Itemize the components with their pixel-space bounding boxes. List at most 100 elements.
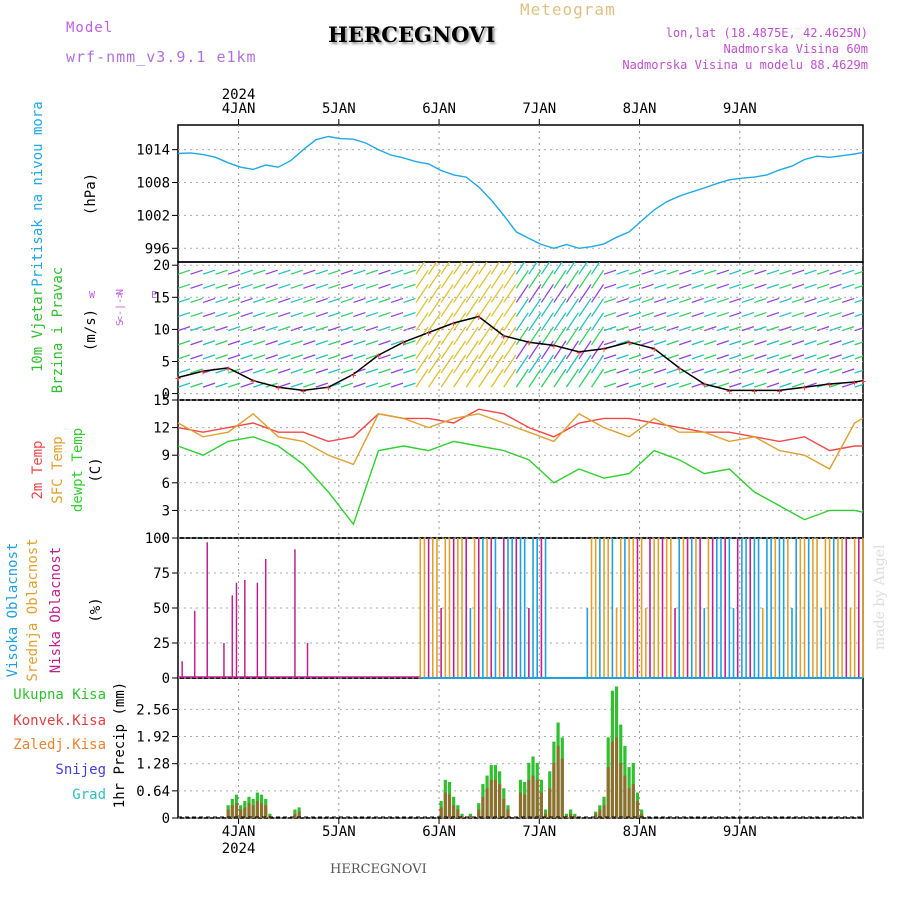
precip-conv-bar: [598, 809, 602, 818]
wind-barb: [403, 311, 416, 318]
wind-barb: [791, 297, 805, 304]
wind-barb: [340, 382, 354, 388]
wind-barb: [565, 269, 579, 289]
temp-unit: (C): [88, 457, 104, 482]
wind-barb: [365, 354, 379, 360]
wind-barb: [440, 354, 454, 374]
wind-barb: [365, 368, 379, 374]
wind-barb: [390, 283, 404, 289]
wind-barb: [779, 382, 792, 388]
wind-barb: [641, 297, 654, 304]
wind-gust-mark: +: [852, 378, 858, 389]
wind-barb: [565, 284, 579, 303]
wind-barb: [704, 340, 717, 346]
wind-barb: [528, 312, 542, 332]
temp-ylabel-2m: 2m Temp: [30, 440, 46, 499]
wind-barb: [403, 326, 416, 332]
wind-barb: [365, 311, 379, 318]
compass-e: E: [151, 290, 157, 301]
precip-conv-bar: [602, 805, 606, 818]
wind-barb: [252, 368, 266, 374]
wind-barb: [766, 311, 780, 318]
wind-barb: [590, 326, 605, 346]
wind-barb: [666, 311, 679, 318]
precip-conv-bar: [506, 809, 510, 818]
wind-barb: [278, 297, 291, 304]
wind-barb: [691, 326, 704, 332]
wind-barb: [641, 311, 654, 318]
cloud-unit: (%): [88, 597, 104, 622]
wind-barb: [390, 269, 404, 275]
wind-gust-mark: +: [275, 383, 281, 394]
wind-barb: [565, 312, 579, 332]
wind-barb: [303, 311, 316, 318]
wind-barb: [465, 269, 479, 289]
wind-barb: [378, 354, 391, 360]
precip-conv-bar: [523, 794, 527, 818]
wind-barb: [691, 297, 704, 304]
wind-barb: [240, 354, 253, 360]
wind-barb: [679, 269, 692, 275]
wind-barb: [515, 262, 526, 275]
wind-barb: [378, 326, 391, 332]
wind-barb: [290, 354, 303, 360]
wind-barb: [641, 354, 654, 360]
wind-barb: [553, 262, 563, 275]
wind-barb: [365, 326, 379, 332]
wind-barb: [265, 297, 278, 304]
wind-barb: [353, 297, 366, 304]
wind-barb: [202, 340, 216, 346]
wind-barb: [328, 368, 341, 374]
precip-conv-bar: [543, 813, 548, 818]
wind-barb: [265, 311, 278, 318]
wind-barb: [390, 382, 404, 388]
wind-barb: [628, 326, 642, 332]
wind-barb: [679, 354, 692, 360]
wind-barb: [190, 340, 203, 346]
x-tick-top-label: 5JAN: [322, 101, 356, 117]
wind-barb: [754, 311, 767, 318]
wind-barb: [666, 269, 679, 275]
compass-s: S: [115, 320, 126, 326]
cloud-ylabel-high: Visoka Oblacnost: [5, 543, 21, 678]
wind-barb: [791, 269, 805, 275]
wind-barb: [428, 368, 442, 388]
wind-barb: [315, 368, 329, 374]
wind-gust-mark: +: [426, 329, 432, 340]
wind-barb: [465, 312, 479, 332]
wind-barb: [215, 269, 228, 275]
wind-barb: [365, 269, 379, 275]
wind-barb: [653, 326, 667, 332]
wind-barb: [390, 340, 404, 346]
wind-barb: [754, 269, 767, 275]
wind-barb: [841, 354, 855, 360]
wind-barb: [190, 382, 203, 388]
wind-barb: [691, 354, 704, 360]
precip-conv-bar: [535, 779, 539, 818]
x-tick-bottom-label: 7JAN: [522, 824, 556, 840]
wind-barb: [603, 326, 617, 332]
wind-barb: [829, 354, 842, 360]
wind-barb: [403, 269, 416, 275]
wind-barb: [804, 354, 817, 360]
wind-barb: [691, 382, 704, 388]
wind-barb: [754, 297, 767, 304]
wind-barb: [328, 283, 341, 289]
wind-barb: [365, 283, 379, 289]
wind-barb: [478, 298, 492, 317]
precip-conv-bar: [552, 762, 556, 818]
wind-gust-mark: +: [526, 338, 532, 349]
wind-barb: [553, 340, 567, 360]
wind-barb: [215, 382, 228, 388]
wind-barb: [353, 269, 366, 275]
wind-barb: [190, 269, 203, 275]
pressure-tick-label: 1014: [136, 143, 170, 159]
wind-barb: [791, 368, 805, 374]
wind-barb: [440, 262, 451, 275]
wind-barb: [754, 368, 767, 374]
wind-barb: [465, 354, 479, 374]
precip-conv-bar: [560, 758, 564, 818]
wind-barb: [666, 340, 679, 346]
wind-barb: [653, 311, 667, 318]
wind-barb: [178, 340, 191, 346]
